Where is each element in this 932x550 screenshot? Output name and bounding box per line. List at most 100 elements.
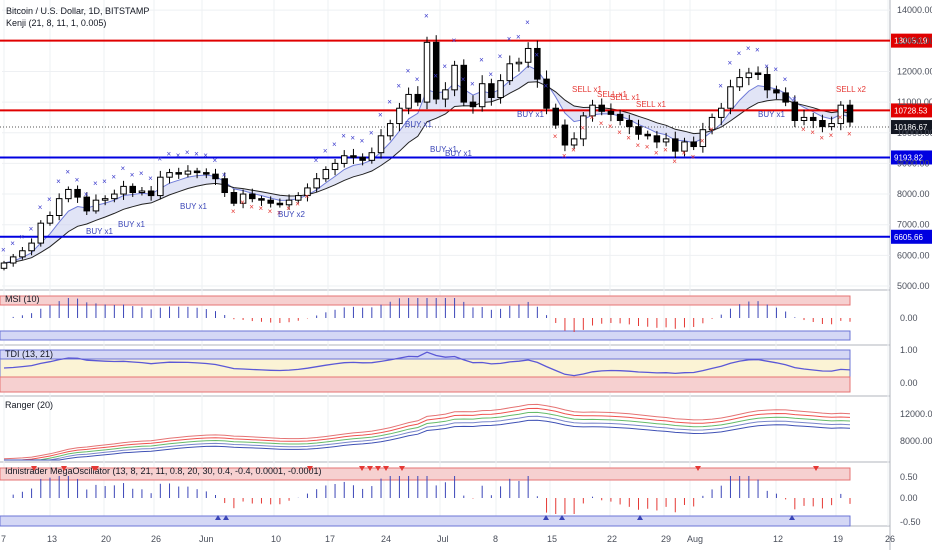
kenji-cross-marker: × <box>222 171 227 180</box>
kenji-cross-marker: × <box>737 49 742 58</box>
kenji-cross-marker: × <box>240 198 245 207</box>
panel-y-tick: 12000.00 <box>900 409 932 419</box>
price-level-label: 10728.53 <box>894 106 928 115</box>
candle-body <box>754 72 762 76</box>
candle-body <box>101 198 109 201</box>
y-tick-label: 7000.00 <box>897 220 930 230</box>
kenji-cross-marker: × <box>268 207 273 216</box>
candle-body <box>212 173 219 180</box>
chart-subtitle: Kenji (21, 8, 11, 1, 0.005) <box>6 18 106 28</box>
last-price-tag <box>891 120 932 135</box>
buy-signal-label: BUY x1 <box>180 202 208 211</box>
panel-zone <box>0 349 851 360</box>
candle-body <box>74 188 81 198</box>
kenji-cross-marker: × <box>29 224 34 233</box>
candle-body <box>258 198 265 201</box>
kenji-cross-marker: × <box>838 113 843 122</box>
candle-body <box>662 138 670 143</box>
x-tick-label: 7 <box>1 534 6 544</box>
candle-body <box>616 113 624 121</box>
candle-body <box>469 101 477 108</box>
candle-body <box>157 176 164 197</box>
kenji-cross-marker: × <box>424 12 429 21</box>
mega-osc-buy-marker <box>215 515 221 520</box>
ranger-band-line <box>4 407 851 461</box>
candle-body <box>819 119 826 128</box>
candle-body <box>46 215 54 224</box>
x-tick-label: 8 <box>493 534 498 544</box>
candle-body <box>65 188 72 200</box>
kenji-cross-marker: × <box>167 150 172 159</box>
kenji-cross-marker: × <box>819 134 824 143</box>
candle-body <box>681 141 688 152</box>
candle-body <box>644 133 651 137</box>
candle-body <box>193 170 201 174</box>
candle-body <box>782 92 789 103</box>
kenji-cross-marker: × <box>38 203 43 212</box>
candle-body <box>543 78 550 109</box>
tdi-line <box>3 351 851 377</box>
candle-body <box>249 193 256 200</box>
kenji-cross-marker: × <box>286 204 291 213</box>
x-tick-label: 17 <box>325 534 335 544</box>
kenji-cross-marker: × <box>525 18 530 27</box>
mega-osc-buy-marker <box>559 515 565 520</box>
candle-body <box>708 116 716 131</box>
panel-zone <box>0 376 851 393</box>
candle-body <box>184 170 192 175</box>
kenji-cross-marker: × <box>139 169 144 178</box>
mega-osc-buy-marker <box>543 515 549 520</box>
x-tick-label: Jul <box>437 534 449 544</box>
sell-signal-label: SELL x2 <box>836 85 866 94</box>
candle-body <box>580 115 587 140</box>
candle-body <box>423 41 431 103</box>
kenji-cross-marker: × <box>19 232 24 241</box>
candle-body <box>846 104 854 123</box>
candle-body <box>561 124 569 146</box>
x-tick-label: Jun <box>199 534 214 544</box>
candle-body <box>37 222 45 244</box>
candle-body <box>598 104 605 112</box>
candle-body <box>837 104 845 125</box>
panel-y-tick: 1.00 <box>900 345 918 355</box>
ranger-band-line <box>4 419 851 461</box>
kenji-cross-marker: × <box>47 195 52 204</box>
candle-body <box>313 178 320 189</box>
panel-zone <box>0 515 851 527</box>
mega-osc-sell-marker <box>367 466 373 471</box>
kenji-cross-marker: × <box>249 202 254 211</box>
panel-title: Ranger (20) <box>5 400 53 410</box>
candle-body <box>718 107 725 118</box>
sell-signal-label: SELL x1 <box>597 90 627 99</box>
kenji-cross-marker: × <box>10 239 15 248</box>
kenji-cross-marker: × <box>663 145 668 154</box>
price-level-label: 6605.66 <box>894 233 923 242</box>
candle-body <box>534 47 541 80</box>
kenji-cross-marker: × <box>130 171 135 180</box>
candle-body <box>745 72 753 79</box>
candle-body <box>672 138 679 152</box>
candle-body <box>111 193 118 200</box>
kenji-cross-marker: × <box>626 134 631 143</box>
candle-body <box>478 83 486 108</box>
candle-body <box>203 172 210 175</box>
candle-body <box>175 172 182 175</box>
kenji-cross-marker: × <box>773 65 778 74</box>
sell-signal-label: SELL x1 <box>636 100 666 109</box>
candle-body <box>607 110 615 115</box>
kenji-cross-marker: × <box>534 51 539 60</box>
candle-body <box>322 169 330 180</box>
panel-y-tick: 0.50 <box>900 472 918 482</box>
candle-body <box>340 155 348 164</box>
kenji-cross-marker: × <box>258 204 263 213</box>
ranger-band-line <box>4 415 851 461</box>
kenji-cross-marker: × <box>75 176 80 185</box>
price-level-tag <box>891 150 932 165</box>
kenji-cross-marker: × <box>277 208 282 217</box>
kenji-cross-marker: × <box>157 154 162 163</box>
kenji-cross-marker: × <box>314 156 319 165</box>
candle-body <box>396 107 403 125</box>
y-tick-label: 5000.00 <box>897 281 930 291</box>
ranger-band-line <box>4 411 851 461</box>
